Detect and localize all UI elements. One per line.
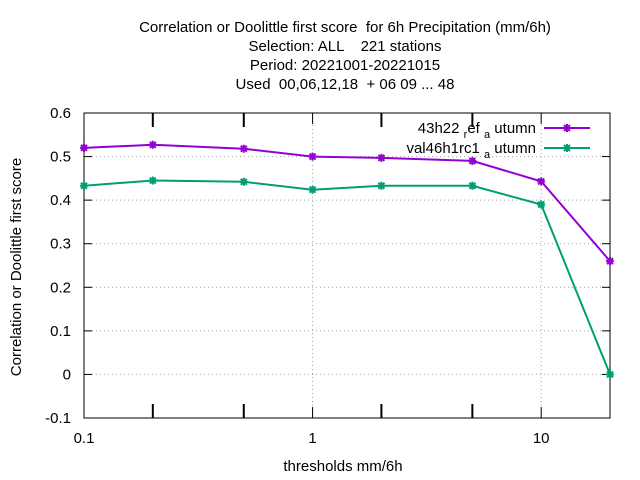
data-point [308, 185, 317, 194]
legend-label: 43h22 ref a utumn [418, 120, 536, 141]
data-point [239, 144, 248, 153]
data-point [468, 181, 477, 190]
plot-frame [83, 112, 611, 419]
data-point [468, 156, 477, 165]
series-line [83, 179, 611, 375]
y-tick-label: 0.1 [50, 323, 71, 340]
chart-title: Correlation or Doolittle first score for… [0, 18, 640, 94]
legend-label: val46h1rc1 a utumn [406, 140, 536, 161]
data-point [80, 143, 88, 152]
y-tick-label: 0.4 [50, 192, 71, 209]
y-axis-label: Correlation or Doolittle first score [8, 158, 25, 376]
data-point [308, 152, 317, 161]
series-0 [80, 140, 614, 266]
series-1 [80, 176, 614, 379]
legend-marker [563, 124, 571, 132]
data-point [239, 177, 248, 186]
series-layer [80, 140, 614, 379]
data-point [537, 200, 546, 209]
data-point [377, 181, 386, 190]
data-point [148, 176, 157, 185]
data-point [606, 257, 614, 266]
data-point [606, 370, 614, 379]
title-line-1: Correlation or Doolittle first score for… [139, 19, 551, 36]
x-tick-label: 1 [308, 430, 316, 447]
data-point [537, 177, 546, 186]
data-point [148, 140, 157, 149]
x-tick-label: 0.1 [74, 430, 95, 447]
grid [84, 113, 610, 418]
y-tick-label: 0 [63, 366, 71, 383]
title-line-4: Used 00,06,12,18 + 06 09 ... 48 [235, 76, 455, 93]
y-tick-label: -0.1 [45, 410, 71, 427]
axes: -0.1 0 0.1 0.2 0.3 0.4 0.5 0.6 0.1 1 10 [45, 105, 611, 447]
y-tick-label: 0.5 [50, 149, 71, 166]
data-point [80, 181, 88, 190]
legend-marker [563, 144, 571, 152]
x-axis-label: thresholds mm/6h [283, 458, 402, 475]
series-line [83, 143, 611, 262]
y-tick-label: 0.3 [50, 236, 71, 253]
title-line-2: Selection: ALL 221 stations [248, 38, 442, 55]
data-point [377, 153, 386, 162]
x-tick-label: 10 [533, 430, 550, 447]
y-tick-label: 0.6 [50, 105, 71, 122]
title-line-3: Period: 20221001-20221015 [249, 57, 441, 74]
y-tick-label: 0.2 [50, 279, 71, 296]
